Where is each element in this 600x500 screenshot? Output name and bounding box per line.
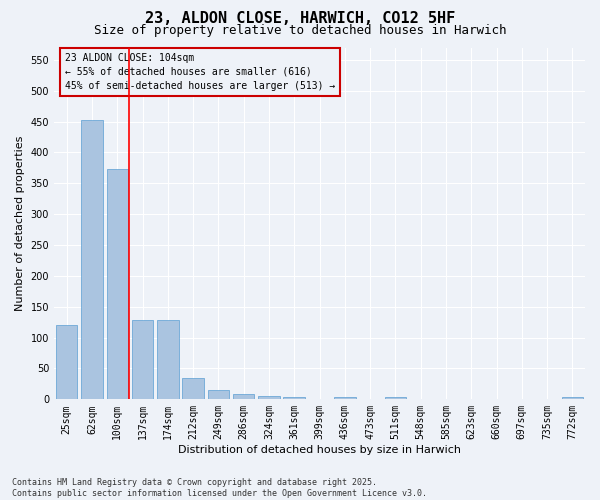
Bar bbox=[385, 398, 406, 400]
Bar bbox=[107, 169, 128, 400]
Text: Size of property relative to detached houses in Harwich: Size of property relative to detached ho… bbox=[94, 24, 506, 37]
Bar bbox=[562, 398, 583, 400]
Bar bbox=[81, 120, 103, 400]
Text: 23, ALDON CLOSE, HARWICH, CO12 5HF: 23, ALDON CLOSE, HARWICH, CO12 5HF bbox=[145, 11, 455, 26]
Bar bbox=[208, 390, 229, 400]
Bar bbox=[132, 320, 153, 400]
Bar bbox=[157, 320, 179, 400]
X-axis label: Distribution of detached houses by size in Harwich: Distribution of detached houses by size … bbox=[178, 445, 461, 455]
Bar bbox=[56, 326, 77, 400]
Text: 23 ALDON CLOSE: 104sqm
← 55% of detached houses are smaller (616)
45% of semi-de: 23 ALDON CLOSE: 104sqm ← 55% of detached… bbox=[65, 53, 335, 91]
Bar bbox=[334, 398, 356, 400]
Y-axis label: Number of detached properties: Number of detached properties bbox=[15, 136, 25, 311]
Bar bbox=[283, 397, 305, 400]
Bar bbox=[258, 396, 280, 400]
Bar bbox=[233, 394, 254, 400]
Text: Contains HM Land Registry data © Crown copyright and database right 2025.
Contai: Contains HM Land Registry data © Crown c… bbox=[12, 478, 427, 498]
Bar bbox=[182, 378, 204, 400]
